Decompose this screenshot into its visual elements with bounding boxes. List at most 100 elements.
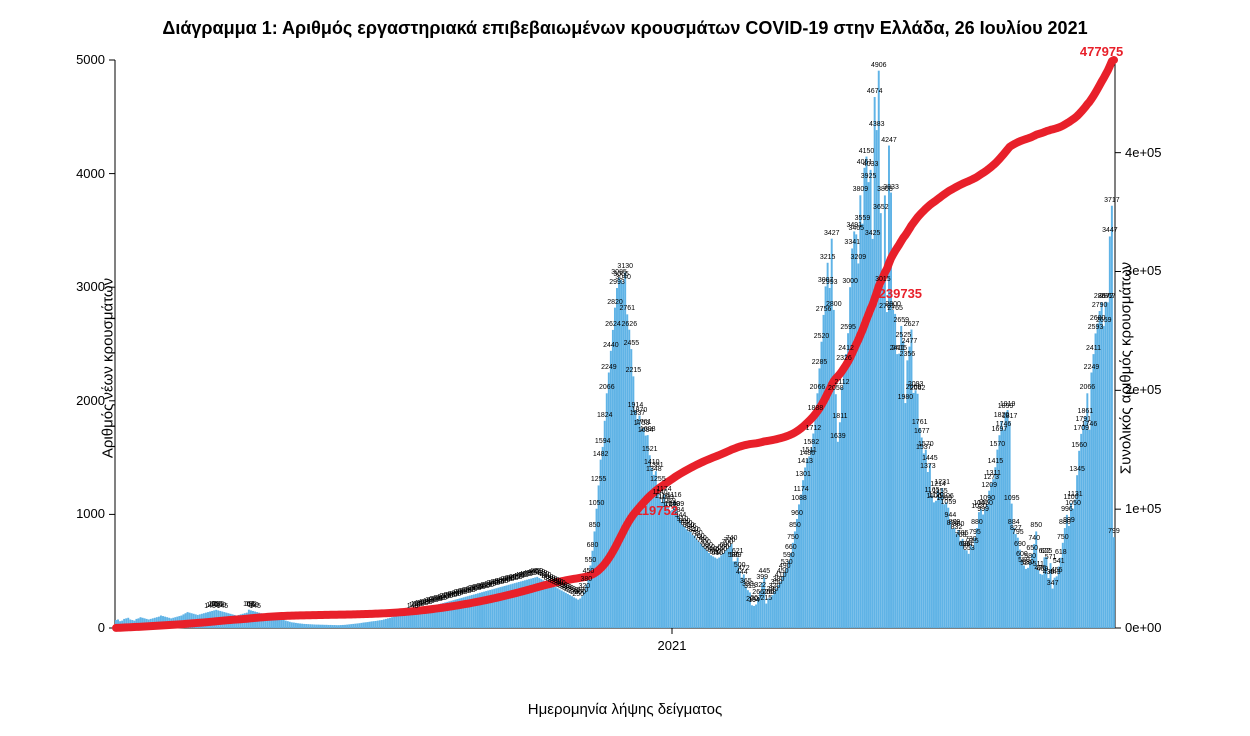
daily-bar [853,231,855,628]
daily-bar [806,459,808,628]
daily-bar [900,326,902,628]
daily-bar [360,623,362,628]
daily-bar [1068,526,1070,628]
daily-bar [976,528,978,628]
daily-bar [831,239,833,628]
daily-bar [980,509,982,628]
daily-bar [326,625,328,628]
y-left-tick-label: 3000 [55,279,105,294]
chart-container: Διάγραμμα 1: Αριθμός εργαστηριακά επιβεβ… [0,0,1250,736]
daily-bar [391,617,393,628]
daily-bar [681,525,683,628]
daily-bar [1048,578,1050,628]
daily-bar [352,624,354,628]
daily-bar [913,393,915,628]
daily-bar [786,568,788,628]
y-right-tick-label: 2e+05 [1125,382,1162,397]
daily-bar [788,561,790,628]
daily-bar [1025,569,1027,628]
daily-bar [1080,434,1082,628]
daily-bar [375,621,377,628]
daily-bar [387,618,389,628]
daily-bar [334,625,336,628]
daily-bar [908,347,910,628]
daily-bar [966,550,968,628]
daily-bar [761,583,763,628]
daily-bar [1013,528,1015,628]
daily-bar [1003,430,1005,628]
daily-bar [998,435,1000,628]
daily-bar [332,625,334,628]
daily-bar [369,622,371,628]
daily-bar [874,97,876,628]
daily-bar [1000,421,1002,628]
daily-bar [698,542,700,628]
daily-bar [346,625,348,628]
daily-bar [782,577,784,628]
daily-bar [577,600,579,628]
daily-bar [397,616,399,628]
daily-bar [767,598,769,628]
daily-bar [857,263,859,628]
daily-bar [549,584,551,628]
daily-bar [1037,570,1039,628]
daily-bar [839,422,841,628]
daily-bar [955,533,957,628]
daily-bar [792,543,794,628]
daily-bar [1056,576,1058,628]
daily-bar [941,488,943,628]
daily-bar [716,559,718,628]
daily-bar [338,625,340,628]
daily-bar [1019,550,1021,628]
daily-bar [324,625,326,628]
daily-bar [559,589,561,628]
daily-bar [663,495,665,628]
daily-bar [626,314,628,628]
daily-bar [313,624,315,628]
daily-bar [790,553,792,628]
daily-bar [608,373,610,628]
daily-bar [309,624,311,628]
daily-bar [612,330,614,628]
daily-bar [688,531,690,628]
daily-bar [1078,451,1080,628]
daily-bar [947,508,949,628]
daily-bar [383,619,385,628]
daily-bar [894,314,896,628]
daily-bar [841,388,843,628]
daily-bar [739,571,741,628]
daily-bar [911,330,913,628]
daily-bar [563,592,565,628]
daily-bar [833,310,835,628]
daily-bar [1107,302,1109,628]
daily-bar [307,624,309,628]
daily-bar [810,448,812,628]
daily-bar [743,574,745,628]
daily-bar [974,538,976,628]
daily-bar [686,529,688,628]
daily-bar [289,622,291,628]
daily-bar [628,330,630,628]
daily-bar [816,393,818,628]
daily-bar [778,585,780,628]
daily-bar [330,625,332,628]
daily-bar [960,541,962,628]
daily-bar [645,436,647,628]
daily-bar [587,577,589,628]
daily-bar [802,480,804,628]
daily-bar [557,588,559,628]
daily-bar [1005,412,1007,628]
daily-bar [745,587,747,628]
daily-bar [618,278,620,628]
daily-bar [978,512,980,628]
daily-bar [972,547,974,628]
daily-bar [696,539,698,628]
daily-bar [295,623,297,628]
daily-bar [1021,560,1023,628]
daily-bar [1023,566,1025,628]
daily-bar [892,310,894,628]
daily-bar [1084,417,1086,628]
daily-bar [317,625,319,628]
daily-bar [992,479,994,628]
daily-bar [968,554,970,628]
